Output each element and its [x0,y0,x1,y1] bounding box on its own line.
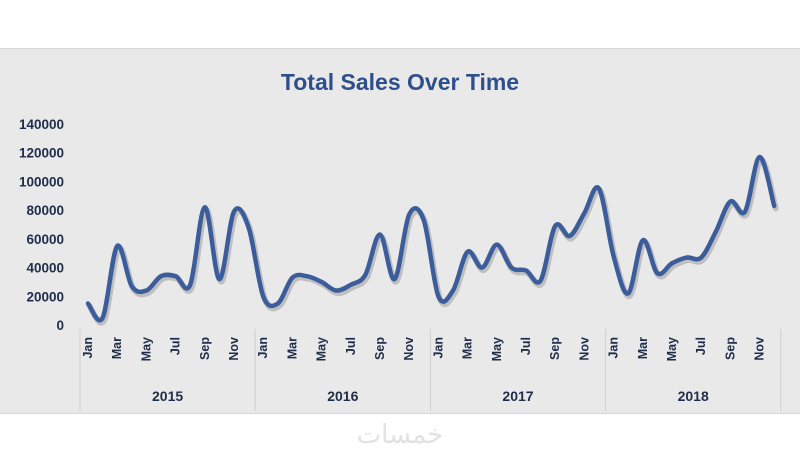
data-point [247,225,251,229]
chart-title: Total Sales Over Time [281,69,519,95]
x-tick-label: May [139,337,153,361]
data-point [159,274,163,278]
x-axis: Jan Mar May Jul Sep Nov 2015 Jan Mar May Jul Sep Nov… [81,337,767,404]
x-tick-label: Nov [402,337,416,361]
data-point [261,294,265,298]
data-point [115,244,119,248]
y-tick-label: 60000 [26,232,64,247]
x-tick-label: Jul [169,337,183,355]
y-tick-label: 20000 [26,289,64,304]
data-point [495,243,499,247]
data-point [144,289,148,293]
data-point [597,187,601,191]
x-tick-label: Mar [110,337,124,359]
data-point [714,230,718,234]
x-tick-label: Nov [227,337,241,361]
data-point [290,276,294,280]
x-tick-label: Jan [607,337,621,359]
data-point [407,212,411,216]
series-line-shadow [86,156,779,326]
x-tick-label: Jul [344,337,358,355]
data-point [203,205,207,209]
y-tick-label: 0 [56,318,64,333]
data-point [422,218,426,222]
data-point [685,256,689,260]
x-tick-label: Jul [519,337,533,355]
axis-lines [79,329,782,411]
data-point [539,278,543,282]
data-point [772,204,776,208]
data-point [174,274,178,278]
data-point [612,254,616,258]
data-point [86,301,90,305]
y-tick-label: 40000 [26,261,64,276]
x-tick-label: Jul [694,337,708,355]
data-point [699,256,703,260]
data-point [466,250,470,254]
y-axis: 140000 120000 100000 80000 60000 40000 20000 0 [19,117,64,333]
data-point [641,238,645,242]
x-tick-label: Sep [198,337,212,360]
year-label: 2015 [152,388,183,404]
x-tick-label: Mar [636,337,650,359]
y-tick-label: 80000 [26,203,64,218]
year-label: 2018 [678,388,709,404]
watermark-logo: خمسات [356,420,444,450]
data-point [276,301,280,305]
x-tick-label: Sep [548,337,562,360]
data-point [393,277,397,281]
data-point [232,210,236,214]
data-point [524,268,528,272]
x-tick-label: Mar [461,337,475,359]
x-tick-label: Jan [431,337,445,359]
chart-area: Total Sales Over Time 140000 120000 100000… [0,48,800,414]
data-point [436,294,440,298]
data-point [509,266,513,270]
line-chart: Total Sales Over Time 140000 120000 100000… [19,69,782,411]
x-tick-label: Nov [577,337,591,361]
data-point [320,280,324,284]
data-point [188,283,192,287]
data-point [626,291,630,295]
x-tick-label: Nov [753,337,767,361]
data-point [363,273,367,277]
x-tick-label: May [490,337,504,361]
data-point [101,316,105,320]
data-point [480,266,484,270]
data-point [378,233,382,237]
y-tick-label: 100000 [19,174,64,189]
data-point [743,210,747,214]
data-point [728,200,732,204]
data-point [334,289,338,293]
data-point [305,274,309,278]
x-tick-label: May [315,337,329,361]
x-tick-label: May [665,337,679,361]
x-tick-label: Jan [256,337,270,359]
year-label: 2017 [502,388,533,404]
data-point [670,261,674,265]
series-layer [85,154,779,326]
data-point [582,211,586,215]
x-tick-label: Jan [81,337,95,359]
data-point [553,224,557,228]
x-tick-label: Sep [373,337,387,360]
x-tick-label: Mar [285,337,299,359]
data-point [758,155,762,159]
y-tick-label: 140000 [19,117,64,132]
data-point [451,289,455,293]
x-tick-label: Sep [723,337,737,360]
y-tick-label: 120000 [19,146,64,161]
data-point [349,283,353,287]
data-point [217,277,221,281]
data-point [568,234,572,238]
sales-line [85,154,777,323]
year-label: 2016 [327,388,358,404]
data-point [655,271,659,275]
data-point [130,284,134,288]
